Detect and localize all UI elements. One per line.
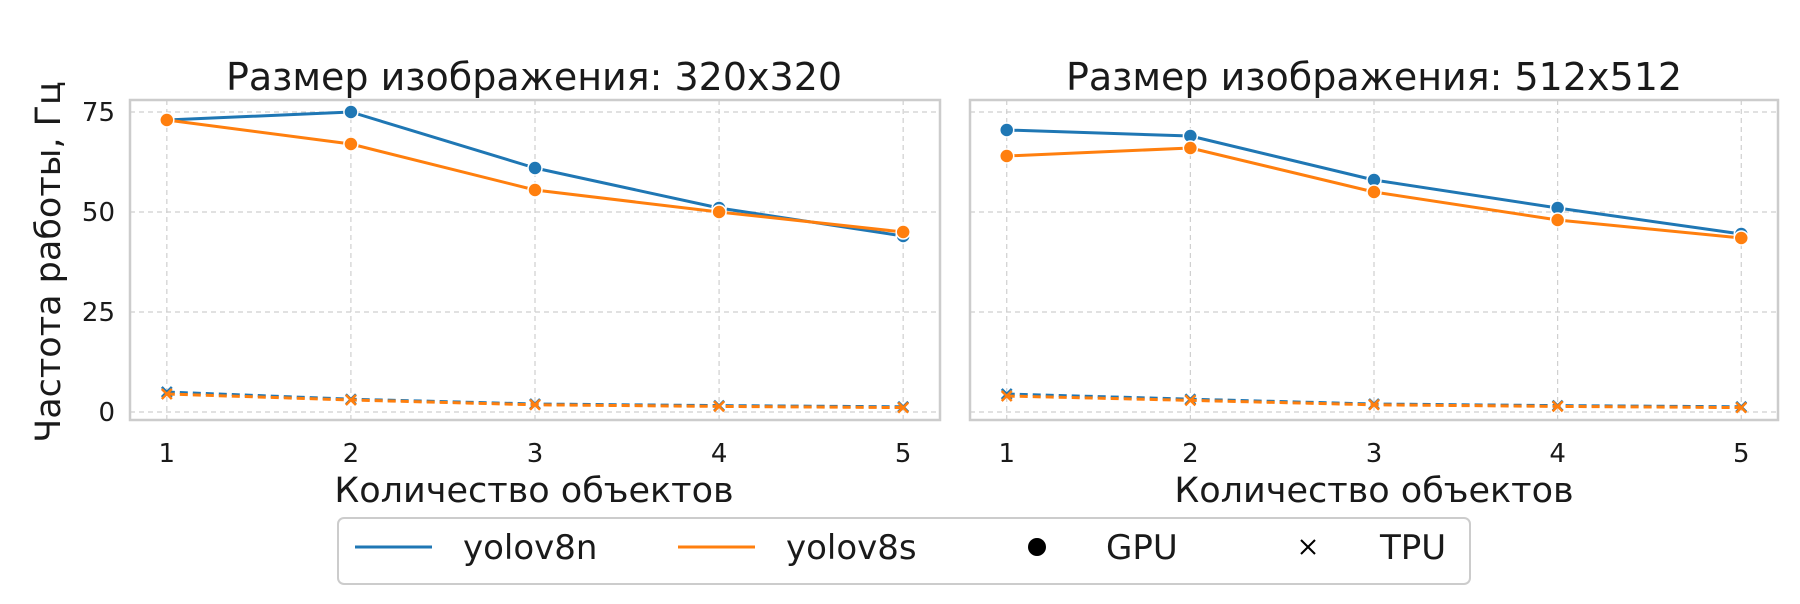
data-point (527, 182, 543, 198)
x-tick-label: 2 (1182, 439, 1199, 469)
data-point (1368, 398, 1380, 411)
data-point (343, 104, 359, 120)
data-point (1549, 212, 1566, 228)
x-tick-label: 4 (711, 439, 728, 469)
y-tick-label: 25 (82, 298, 115, 328)
legend-item-yolov8n: yolov8n (355, 528, 597, 568)
data-point (1182, 140, 1199, 156)
data-point (527, 160, 543, 176)
x-tick-label: 3 (1366, 439, 1383, 469)
y-tick-label: 0 (98, 398, 115, 428)
legend-label: yolov8n (463, 528, 597, 568)
panel-title: Размер изображения: 320x320 (226, 55, 842, 99)
plot-frame (128, 98, 942, 422)
data-point (345, 394, 357, 406)
series-yolov8n-gpu (159, 104, 911, 244)
data-point (998, 148, 1015, 164)
data-point (897, 401, 910, 414)
data-point (1735, 401, 1748, 414)
legend-label: TPU (1379, 528, 1446, 568)
data-point (1000, 390, 1013, 402)
data-point (529, 398, 541, 411)
x-tick-label: 2 (343, 439, 360, 469)
series-yolov8s-tpu (160, 388, 910, 414)
x-tick-label: 4 (1549, 439, 1566, 469)
data-point (343, 136, 359, 152)
data-point (998, 122, 1015, 138)
legend: yolov8n yolov8s GPU TPU (337, 517, 1471, 585)
legend-box (337, 517, 1471, 585)
legend-item-yolov8s: yolov8s (678, 528, 917, 568)
panel-512: Размер изображения: 512x512 Количество о… (968, 55, 1780, 511)
series-yolov8s-gpu (998, 140, 1750, 246)
data-point (1366, 184, 1382, 200)
legend-item-tpu: TPU (1300, 528, 1446, 568)
x-tick-label: 1 (159, 439, 176, 469)
data-point (1733, 230, 1750, 246)
grid (970, 100, 1778, 420)
cross-marker-icon (1300, 539, 1316, 555)
data-point (895, 224, 911, 240)
series-yolov8s-tpu (1000, 390, 1748, 414)
series-group (998, 122, 1750, 414)
data-point (713, 400, 725, 413)
y-tick-label: 75 (82, 98, 115, 128)
data-point (1184, 394, 1197, 407)
y-axis-label: Частота работы, Гц (29, 81, 69, 443)
legend-item-gpu: GPU (1028, 528, 1178, 568)
panel-320: Размер изображения: 320x320 Количество о… (82, 55, 942, 511)
series-yolov8s-gpu (159, 112, 911, 240)
y-tick-label: 50 (82, 198, 115, 228)
x-tick-label: 5 (895, 439, 912, 469)
data-point (711, 204, 727, 220)
x-tick-label: 3 (527, 439, 544, 469)
grid (130, 100, 940, 420)
panel-title: Размер изображения: 512x512 (1066, 55, 1682, 99)
x-axis-label: Количество объектов (1174, 471, 1573, 511)
series-group (159, 104, 911, 414)
data-point (1551, 400, 1564, 413)
legend-label: yolov8s (786, 528, 917, 568)
dot-marker-icon (1028, 538, 1046, 556)
x-tick-label: 5 (1733, 439, 1750, 469)
x-axis-label: Количество объектов (334, 471, 733, 511)
x-tick-label: 1 (998, 439, 1015, 469)
legend-label: GPU (1106, 528, 1178, 568)
ticks: 1 2 3 4 5 (998, 439, 1749, 469)
data-point (159, 112, 175, 128)
plot-frame (968, 98, 1780, 422)
data-point (160, 388, 173, 400)
